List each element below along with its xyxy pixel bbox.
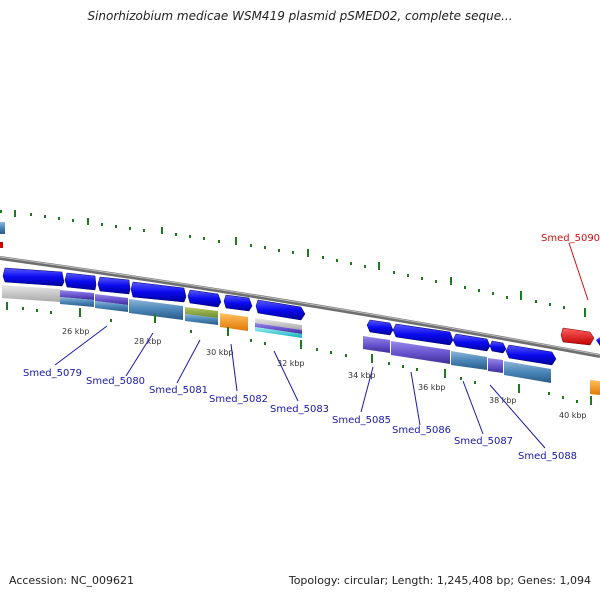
map-title: Sinorhizobium medicae WSM419 plasmid pSM… [87,9,513,23]
gene-arrow[interactable] [64,272,97,291]
outer-tick-ring [0,210,586,317]
gene-label-smed-5082[interactable]: Smed_5082 [209,394,268,405]
cds-bar[interactable] [363,336,390,353]
topology-info: Topology: circular; Length: 1,245,408 bp… [288,574,591,587]
cds-bar[interactable] [60,297,94,307]
tick-label: 32 kbp [277,359,305,368]
gene-label-smed-5086[interactable]: Smed_5086 [392,425,451,436]
cds-bar[interactable] [391,341,450,364]
partial-feature-steel[interactable] [0,222,5,234]
gene-arrow-partial[interactable] [596,337,600,346]
gene-arrow[interactable] [130,281,187,303]
gene-arrow[interactable] [255,299,306,321]
cds-bar[interactable] [95,301,128,312]
cds-bar[interactable] [220,313,248,331]
tick-label: 36 kbp [418,383,446,392]
tick-label: 40 kbp [559,411,587,420]
cds-bar[interactable] [488,358,503,373]
cds-bar[interactable] [504,361,551,383]
gene-arrow[interactable] [97,276,131,295]
cds-bar[interactable] [129,299,183,320]
gene-label-smed-5079[interactable]: Smed_5079 [23,368,82,379]
cds-bar[interactable] [185,307,218,318]
gene-arrow[interactable] [2,267,65,287]
cds-bar[interactable] [255,323,302,334]
gene-arrow[interactable] [366,319,394,336]
forward-strand-genes-right [366,319,600,366]
genome-backbone [0,256,600,358]
gene-label-smed-5081[interactable]: Smed_5081 [149,385,208,396]
cds-bar[interactable] [255,318,302,330]
inner-tick-ring [6,302,592,405]
cds-bar[interactable] [255,327,302,338]
gene-arrow[interactable] [392,323,454,346]
genome-backbone-highlight [0,256,600,356]
forward-strand-genes-left [2,267,306,321]
gene-label-smed-5085[interactable]: Smed_5085 [332,415,391,426]
cds-bar[interactable] [185,314,218,325]
tick-label: 30 kbp [206,348,234,357]
gene-arrow[interactable] [505,344,557,366]
cds-bar[interactable] [60,290,94,300]
gene-labels: Smed_5079 Smed_5080 Smed_5081 Smed_5082 … [23,233,600,462]
gene-arrow-red[interactable] [560,327,595,346]
tick-label: 38 kbp [489,396,517,405]
gene-arrow[interactable] [489,340,507,354]
accession-info: Accession: NC_009621 [9,574,135,587]
cds-bar[interactable] [95,294,128,305]
gene-label-smed-5080[interactable]: Smed_5080 [86,376,145,387]
cds-bar[interactable] [590,380,600,395]
gene-label-smed-5090[interactable]: Smed_5090 [541,233,600,244]
function-bars-right [363,336,600,395]
tick-label: 34 kbp [348,371,376,380]
gene-arrow[interactable] [452,333,491,352]
gene-arrow[interactable] [223,294,253,312]
cds-bar[interactable] [2,285,60,302]
partial-feature-red[interactable] [0,242,3,248]
gene-arrow[interactable] [187,289,222,308]
cds-bar[interactable] [451,351,487,370]
tick-label: 26 kbp [62,327,90,336]
function-bars-left [2,285,302,338]
gene-label-smed-5087[interactable]: Smed_5087 [454,436,513,447]
gene-label-smed-5088[interactable]: Smed_5088 [518,451,577,462]
label-leaders [54,242,589,449]
gene-label-smed-5083[interactable]: Smed_5083 [270,404,329,415]
